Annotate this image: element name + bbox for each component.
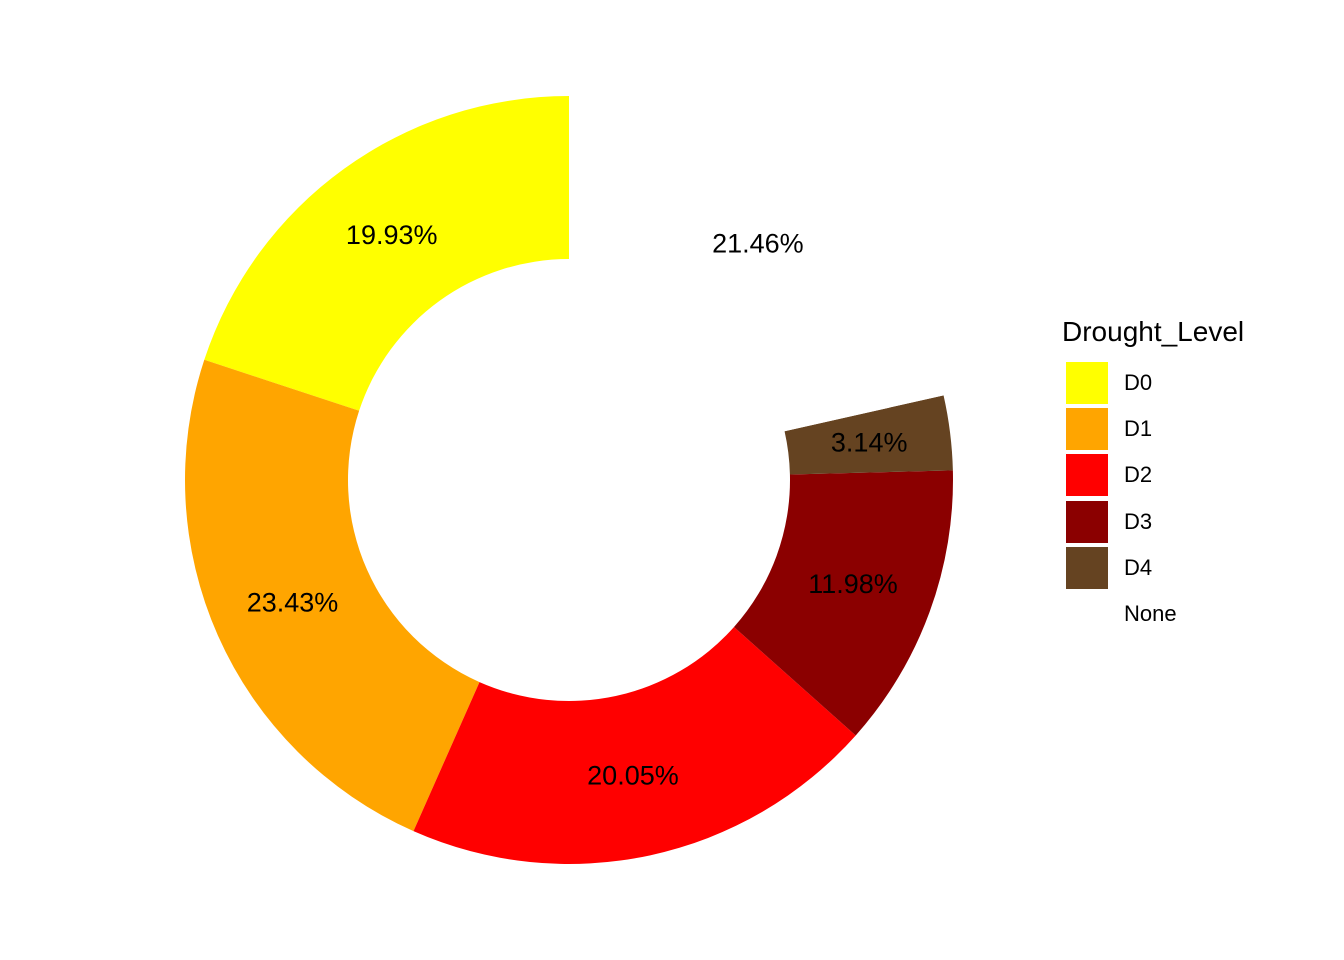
legend-item-d2: D2 bbox=[1062, 452, 1244, 498]
slice-d4 bbox=[784, 395, 953, 475]
legend-key-d4 bbox=[1066, 546, 1108, 589]
legend-key-d0 bbox=[1066, 362, 1108, 405]
legend-label-d2: D2 bbox=[1124, 462, 1153, 488]
slice-label-d1: 23.43% bbox=[247, 588, 339, 618]
legend-item-d0: D0 bbox=[1062, 360, 1244, 406]
legend-items: D0 D1 D2 D3 D4 None bbox=[1062, 360, 1244, 637]
legend-item-d3: D3 bbox=[1062, 499, 1244, 545]
slice-d0 bbox=[204, 96, 569, 411]
legend-label-d0: D0 bbox=[1124, 370, 1153, 396]
legend-key-d3 bbox=[1066, 500, 1108, 543]
legend-item-d1: D1 bbox=[1062, 406, 1244, 452]
legend-key-d1 bbox=[1066, 408, 1108, 451]
legend-label-none: None bbox=[1124, 601, 1177, 627]
slice-d1 bbox=[184, 359, 480, 832]
legend-label-d1: D1 bbox=[1124, 416, 1153, 442]
slice-label-d0: 19.93% bbox=[346, 220, 438, 250]
slice-label-d3: 11.98% bbox=[808, 569, 898, 599]
slice-label-none: 21.46% bbox=[712, 229, 804, 259]
slice-label-d2: 20.05% bbox=[587, 761, 679, 791]
legend-key-d2 bbox=[1066, 454, 1108, 497]
legend-item-d4: D4 bbox=[1062, 545, 1244, 591]
legend-title: Drought_Level bbox=[1062, 316, 1245, 347]
slice-none bbox=[569, 96, 944, 432]
legend: Drought_Level D0 D1 D2 D3 D4 None bbox=[1062, 316, 1244, 637]
slice-d2 bbox=[413, 627, 856, 864]
legend-key-none bbox=[1066, 593, 1108, 636]
legend-label-d4: D4 bbox=[1124, 554, 1153, 580]
legend-label-d3: D3 bbox=[1124, 508, 1153, 534]
slice-d3 bbox=[734, 470, 953, 736]
slice-label-d4: 3.14% bbox=[831, 428, 908, 458]
legend-item-none: None bbox=[1062, 591, 1244, 637]
